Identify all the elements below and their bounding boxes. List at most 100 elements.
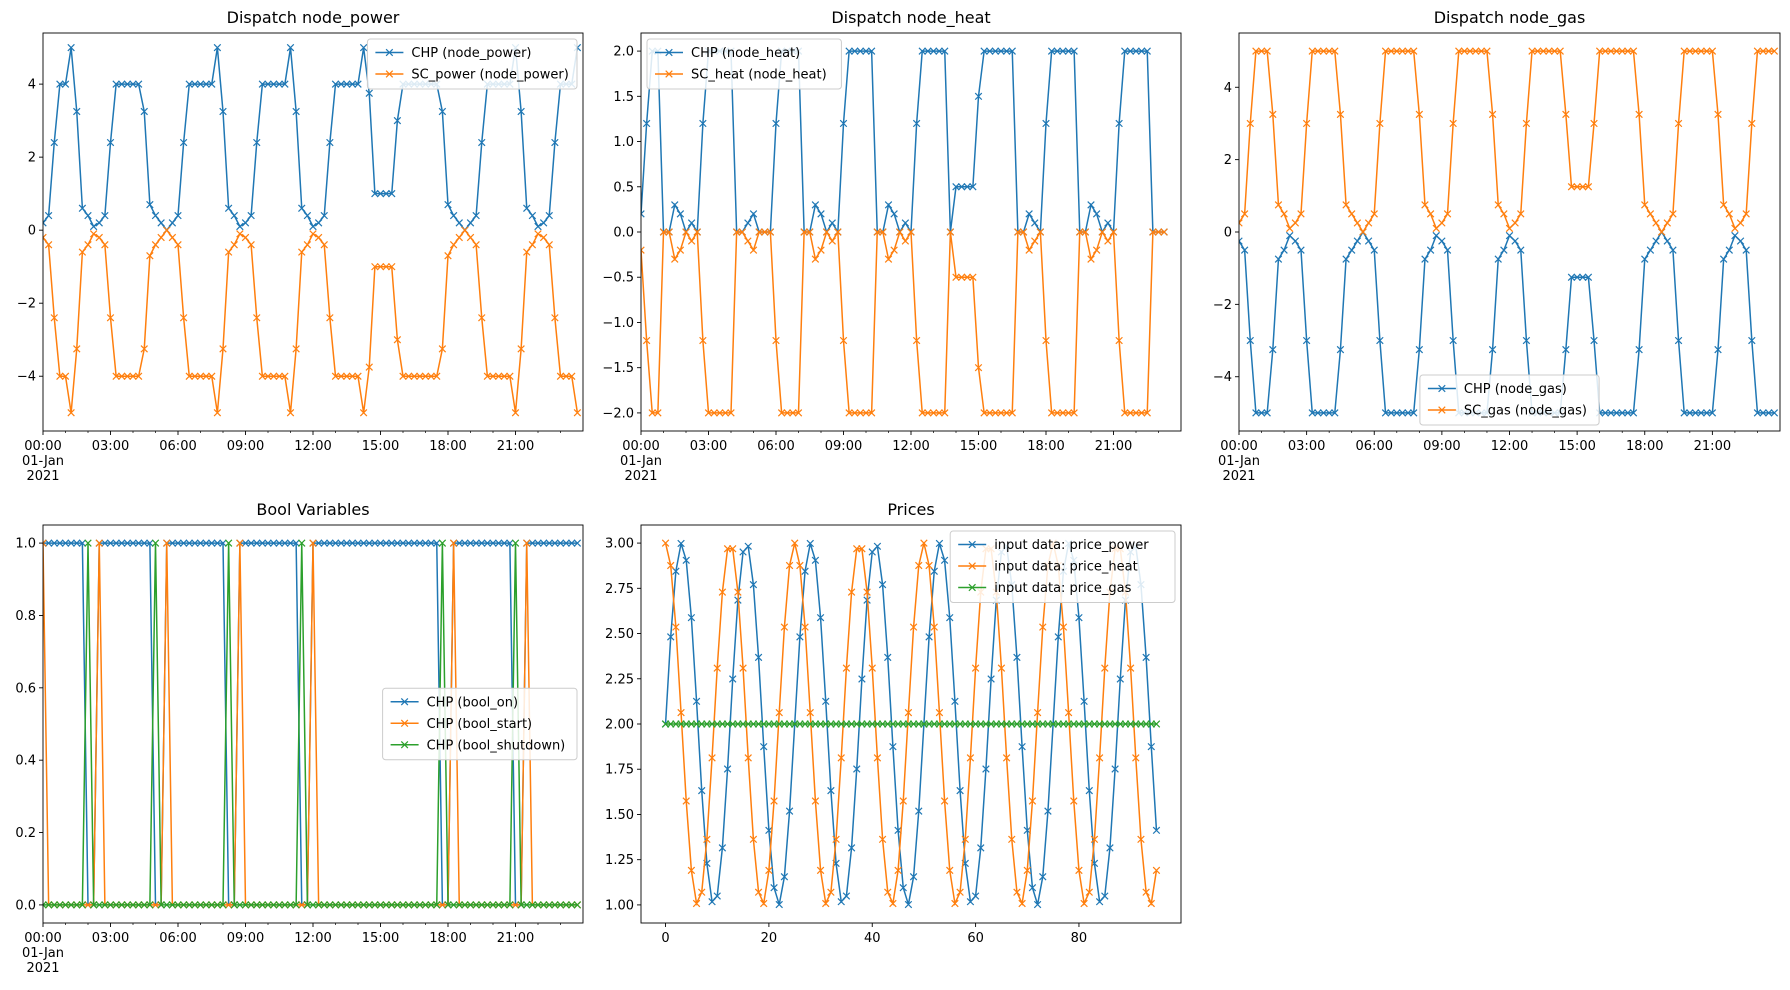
y-tick-label: 0 [28,224,36,239]
legend-label: CHP (bool_shutdown) [427,738,566,753]
data-point [909,873,918,881]
data-point [444,901,452,909]
data-point [1274,255,1283,263]
data-point [84,211,92,220]
data-point [551,138,559,147]
y-tick-label: 2.0 [613,45,634,60]
data-point [376,262,385,271]
data-point [140,107,148,116]
data-point [739,664,747,672]
data-point [671,201,679,209]
series-markers-1 [1239,47,1779,236]
data-point [174,901,182,909]
data-point [95,901,103,909]
data-point [1347,210,1356,218]
data-point [562,372,570,380]
data-point [1297,246,1305,254]
data-point [723,765,732,773]
data-point [1381,47,1390,55]
data-point [146,200,154,209]
data-point [393,335,402,344]
data-point [449,539,458,547]
data-point [728,675,737,683]
legend-marker [1438,406,1446,414]
data-point [146,252,154,260]
data-point [539,233,548,242]
data-point [1252,409,1260,417]
chart-title: Bool Variables [256,500,369,519]
data-point [365,363,373,371]
data-point [924,47,932,55]
data-point [1028,797,1037,805]
data-point [320,241,328,249]
data-point [523,248,531,256]
data-point [528,539,537,547]
data-point [1137,47,1146,55]
data-point [163,226,171,234]
data-point [941,47,949,55]
data-point [416,372,424,380]
data-point [951,899,959,908]
data-point [455,901,463,909]
data-point [1719,255,1728,263]
data-point [483,539,492,547]
data-point [738,228,746,236]
data-point [1246,336,1254,345]
data-point [1765,409,1773,417]
data-point [879,228,887,236]
data-point [1759,409,1767,417]
data-point [253,138,261,147]
data-point [331,901,340,909]
data-point [241,233,250,242]
data-point [56,901,64,909]
data-point [1624,409,1632,417]
data-point [775,708,783,717]
data-point [236,230,244,238]
data-point [713,892,721,900]
data-point [393,116,402,125]
data-point [734,588,742,596]
x-tick-label: 15:00 [1558,439,1595,454]
data-point [534,230,542,238]
data-point [1494,255,1502,263]
data-point [1629,47,1638,55]
data-point [140,345,148,353]
data-point [44,901,53,909]
data-point [157,233,165,242]
data-point [1152,866,1161,875]
data-point [337,372,345,380]
plot-area [43,539,582,909]
data-point [1426,210,1435,218]
data-point [118,901,126,909]
data-point [952,273,960,281]
data-point [286,409,295,417]
data-point [281,80,289,88]
data-point [134,539,143,547]
data-point [1460,47,1469,55]
data-point [449,211,458,220]
y-tick-label: 1.5 [613,90,634,105]
data-point [956,888,964,896]
data-point [1095,754,1104,762]
data-point [208,539,216,547]
data-point [1132,409,1140,417]
data-point [95,539,103,547]
data-point [1494,201,1502,209]
data-point [337,539,345,547]
data-point [672,623,680,631]
data-point [789,409,797,417]
data-point [241,539,250,547]
data-point [1239,237,1243,245]
data-point [292,539,300,547]
data-point [348,901,357,909]
series-line-0 [1239,230,1775,414]
data-point [269,539,278,547]
data-point [168,233,177,242]
data-point [842,892,851,900]
data-point [314,539,323,547]
data-point [269,372,278,380]
data-point [980,47,988,55]
data-point [191,539,199,547]
data-point [828,219,836,227]
data-point [648,409,656,417]
